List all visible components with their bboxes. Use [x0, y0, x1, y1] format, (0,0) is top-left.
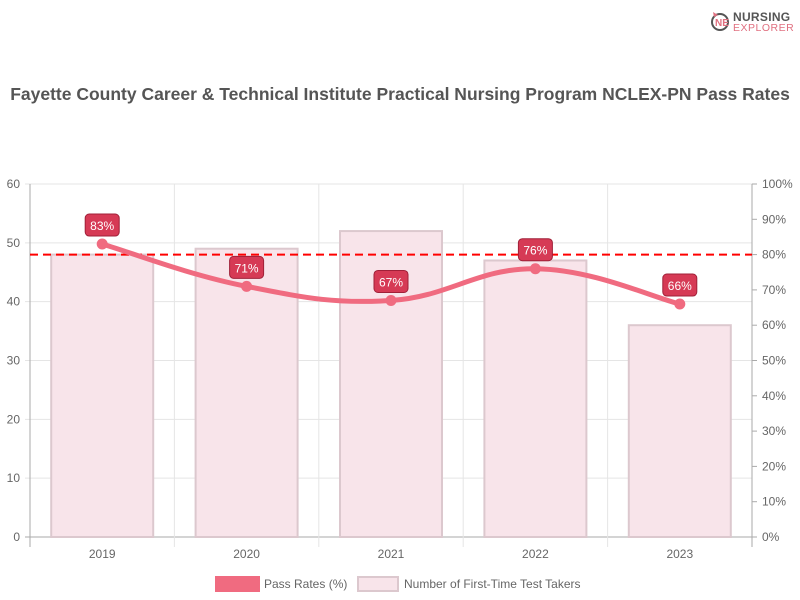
- x-tick-label: 2020: [233, 547, 260, 561]
- left-tick-label: 50: [7, 236, 21, 250]
- data-label-box: [662, 273, 698, 297]
- bar-2020: [194, 247, 299, 538]
- data-label: 66%: [668, 279, 692, 293]
- data-label: 67%: [379, 275, 403, 289]
- data-label: 71%: [235, 261, 259, 275]
- right-tick-label: 90%: [762, 212, 786, 226]
- bar-2023: [627, 324, 732, 539]
- right-tick-label: 50%: [762, 354, 786, 368]
- x-tick-label: 2022: [522, 547, 549, 561]
- x-tick-label: 2019: [89, 547, 116, 561]
- right-tick-label: 60%: [762, 318, 786, 332]
- nursing-explorer-logo: NE NURSING EXPLORER: [710, 9, 798, 35]
- pass-rate-point-2022: [529, 263, 541, 275]
- right-tick-label: 80%: [762, 248, 786, 262]
- data-label-box: [229, 255, 265, 279]
- left-tick-label: 40: [7, 295, 21, 309]
- logo-text-2: EXPLORER: [733, 22, 795, 34]
- pass-rate-point-2021: [385, 294, 397, 306]
- left-tick-label: 0: [13, 530, 20, 544]
- left-tick-label: 10: [7, 471, 21, 485]
- right-tick-label: 30%: [762, 424, 786, 438]
- logo-icon: NE: [711, 12, 729, 31]
- right-tick-label: 100%: [762, 177, 793, 191]
- left-tick-label: 20: [7, 412, 21, 426]
- pass-rate-point-2019: [96, 238, 108, 250]
- right-tick-label: 70%: [762, 283, 786, 297]
- legend-swatch-pass-rates: [215, 576, 260, 592]
- data-label-box: [517, 238, 553, 262]
- left-tick-label: 30: [7, 354, 21, 368]
- right-tick-label: 0%: [762, 530, 780, 544]
- legend-label-test-takers: Number of First-Time Test Takers: [404, 577, 580, 591]
- right-tick-label: 10%: [762, 495, 786, 509]
- bar-2019: [50, 253, 155, 538]
- legend-label-pass-rates: Pass Rates (%): [264, 577, 347, 591]
- data-label: 76%: [523, 244, 547, 258]
- data-label: 83%: [90, 219, 114, 233]
- left-tick-label: 60: [7, 177, 21, 191]
- x-tick-label: 2021: [378, 547, 405, 561]
- chart-title: Fayette County Career & Technical Instit…: [10, 84, 790, 104]
- bar-2022: [483, 259, 588, 538]
- svg-text:NE: NE: [715, 18, 729, 29]
- right-tick-label: 40%: [762, 389, 786, 403]
- x-tick-label: 2023: [666, 547, 693, 561]
- right-tick-label: 20%: [762, 459, 786, 473]
- pass-rate-point-2023: [674, 298, 686, 310]
- logo-text-1: NURSING: [733, 10, 791, 24]
- pass-rate-point-2020: [241, 280, 253, 292]
- data-label-box: [84, 213, 120, 237]
- legend-swatch-test-takers: [357, 576, 399, 592]
- data-label-box: [373, 269, 409, 293]
